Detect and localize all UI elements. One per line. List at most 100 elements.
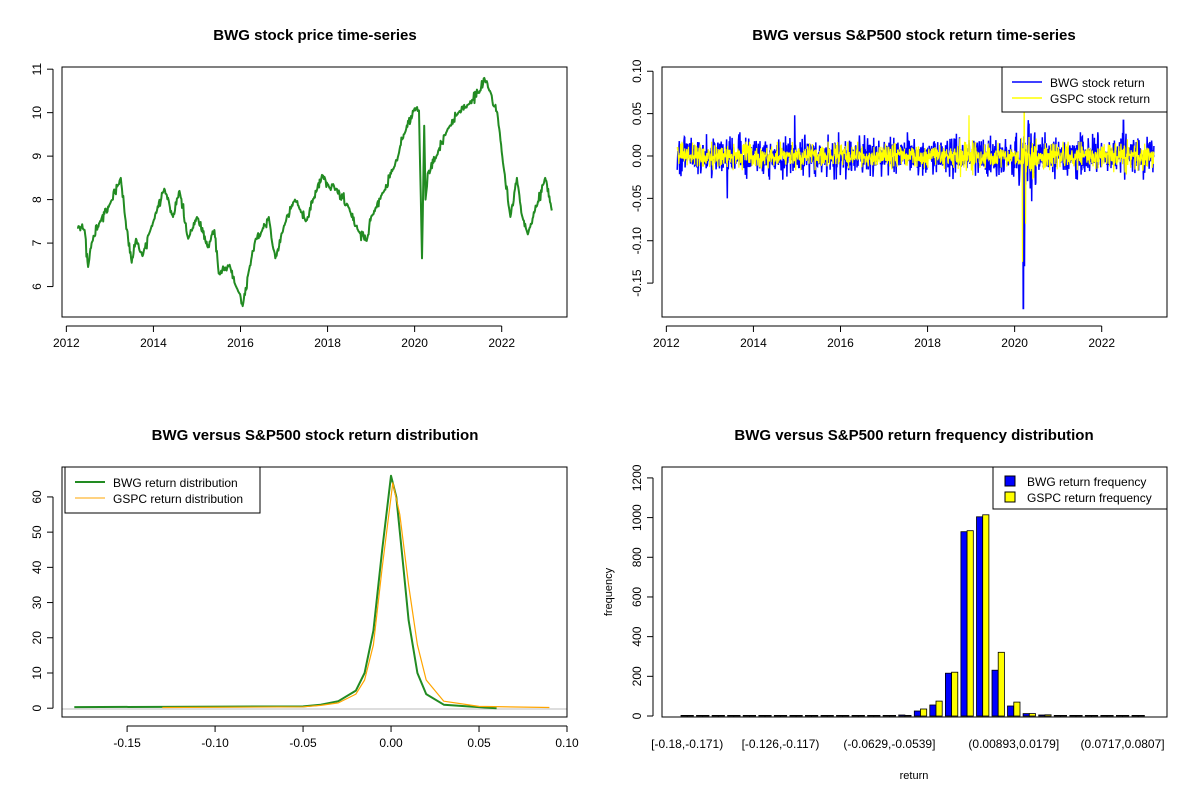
distribution-y-tick-label: 20 [30, 631, 44, 645]
gspc-return-line [676, 79, 1155, 262]
frequency-chart-title: BWG versus S&P500 return frequency distr… [734, 427, 1093, 444]
frequency-x-axis: [-0.18,-0.171) [-0.126,-0.117) (-0.0629,-0… [651, 737, 1164, 751]
return-ts-x-axis: 2012 2014 2016 2018 2020 2022 [653, 325, 1115, 350]
bwg-frequency-bar [851, 715, 859, 717]
frequency-x-tick-label: (-0.0629,-0.0539] [843, 737, 935, 751]
price-x-axis: 2012 2014 2016 2018 2020 2022 [53, 325, 515, 350]
distribution-x-tick-label: 0.00 [379, 736, 403, 750]
frequency-bars [680, 514, 1145, 717]
return-ts-y-tick-label: 0.00 [630, 144, 644, 168]
distribution-x-tick-label: -0.15 [113, 736, 141, 750]
frequency-y-tick-label: 0 [630, 712, 644, 719]
panel-price: BWG stock price time-series 6 7 8 9 10 11 201… [30, 27, 568, 350]
bwg-frequency-bar [742, 715, 750, 717]
gspc-frequency-bar [935, 700, 943, 717]
gspc-frequency-bar [982, 514, 990, 717]
price-y-tick-label: 8 [30, 196, 44, 203]
return-ts-chart-title: BWG versus S&P500 stock return time-seri… [752, 27, 1075, 44]
bwg-frequency-bar [960, 531, 968, 717]
frequency-x-tick-label: [-0.126,-0.117) [742, 737, 820, 751]
bwg-frequency-bar [913, 710, 921, 717]
distribution-y-tick-label: 50 [30, 525, 44, 539]
gspc-frequency-bar [1028, 713, 1036, 717]
frequency-x-tick-label: [-0.18,-0.171) [651, 737, 723, 751]
return-ts-x-tick-label: 2014 [740, 336, 767, 350]
distribution-x-tick-label: -0.10 [201, 736, 229, 750]
bwg-frequency-bar [1131, 715, 1139, 717]
frequency-y-tick-label: 1200 [630, 464, 644, 491]
gspc-frequency-bar [811, 715, 819, 717]
distribution-y-tick-label: 10 [30, 666, 44, 680]
price-y-tick-label: 11 [30, 63, 44, 76]
bwg-frequency-bar [836, 715, 844, 717]
gspc-frequency-bar [1075, 715, 1083, 717]
gspc-frequency-bar [920, 708, 928, 717]
distribution-legend: BWG return distribution GSPC return dist… [64, 466, 261, 514]
gspc-frequency-bar [889, 715, 897, 717]
gspc-frequency-bar [749, 715, 757, 717]
frequency-x-label: return [900, 770, 929, 782]
distribution-y-tick-label: 60 [30, 490, 44, 504]
distribution-series [74, 474, 550, 710]
bwg-frequency-bar [1022, 713, 1030, 717]
panel-distribution: BWG versus S&P500 stock return distribut… [30, 427, 579, 750]
bwg-frequency-bar [1084, 715, 1092, 717]
frequency-legend-box [992, 466, 1168, 510]
bwg-frequency-bar [727, 715, 735, 717]
bwg-frequency-bar [976, 516, 984, 717]
gspc-frequency-bar [1137, 715, 1145, 717]
return-ts-plot-frame [661, 66, 1168, 318]
price-x-tick-label: 2012 [53, 336, 80, 350]
gspc-frequency-bar [951, 671, 959, 717]
bwg-frequency-bar [789, 715, 797, 717]
bwg-distribution-line [74, 474, 497, 710]
price-chart-title: BWG stock price time-series [213, 27, 416, 44]
panel-return-ts: BWG versus S&P500 stock return time-seri… [630, 27, 1168, 350]
gspc-frequency-bar [873, 715, 881, 717]
gspc-frequency-bar [717, 715, 725, 717]
return-ts-y-tick-label: -0.10 [630, 227, 644, 255]
distribution-x-tick-label: 0.10 [555, 736, 579, 750]
gspc-frequency-bar [702, 715, 710, 717]
bwg-frequency-bar [773, 715, 781, 717]
return-ts-y-tick-label: -0.15 [630, 269, 644, 297]
distribution-x-tick-label: -0.05 [289, 736, 317, 750]
gspc-frequency-bar [780, 715, 788, 717]
return-ts-x-tick-label: 2016 [827, 336, 854, 350]
return-ts-x-tick-label: 2018 [914, 336, 941, 350]
gspc-frequency-bar [966, 530, 974, 717]
distribution-plot-frame [61, 466, 568, 718]
gspc-frequency-bar [1091, 715, 1099, 717]
distribution-chart-title: BWG versus S&P500 stock return distribut… [152, 427, 479, 444]
legend-gspc-return-label: GSPC stock return [1050, 92, 1150, 106]
gspc-frequency-bar [1013, 701, 1021, 717]
price-x-tick-label: 2022 [488, 336, 515, 350]
distribution-y-axis: 0 10 20 30 40 50 60 [30, 490, 54, 712]
price-y-tick-label: 9 [30, 152, 44, 159]
return-ts-x-tick-label: 2012 [653, 336, 680, 350]
return-ts-y-axis: 0.10 0.05 0.00 -0.05 -0.10 -0.15 [630, 59, 654, 297]
frequency-y-tick-label: 1000 [630, 504, 644, 531]
distribution-y-tick-label: 0 [30, 705, 44, 712]
gspc-frequency-bar [1106, 715, 1114, 717]
return-ts-x-tick-label: 2022 [1088, 336, 1115, 350]
return-ts-x-tick-label: 2020 [1001, 336, 1028, 350]
price-plot-frame [61, 66, 568, 318]
bwg-frequency-bar [1100, 715, 1108, 717]
return-ts-legend-box [1001, 66, 1168, 113]
gspc-frequency-bar [997, 651, 1005, 717]
gspc-frequency-bar [1122, 715, 1130, 717]
bwg-frequency-bar [1007, 705, 1015, 717]
bwg-frequency-bar [898, 714, 906, 717]
bwg-frequency-bar [758, 715, 766, 717]
frequency-x-tick-label: (0.0717,0.0807] [1081, 737, 1165, 751]
frequency-legend: BWG return frequency GSPC return frequen… [992, 466, 1168, 510]
gspc-frequency-bar [826, 715, 834, 717]
price-x-tick-label: 2018 [314, 336, 341, 350]
bwg-frequency-bar [680, 715, 688, 717]
gspc-frequency-bar [842, 715, 850, 717]
return-ts-series [676, 79, 1155, 310]
distribution-x-tick-label: 0.05 [467, 736, 491, 750]
bwg-frequency-bar [867, 715, 875, 717]
